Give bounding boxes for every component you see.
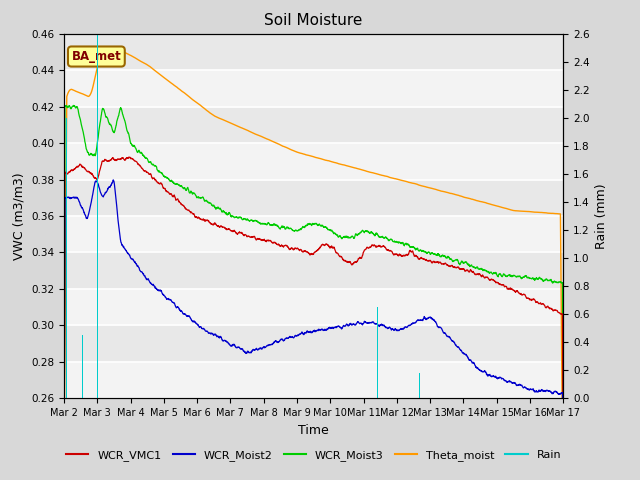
Text: BA_met: BA_met bbox=[72, 50, 121, 63]
Bar bbox=[64, 289, 563, 325]
Bar bbox=[64, 143, 563, 180]
X-axis label: Time: Time bbox=[298, 424, 329, 437]
Y-axis label: VWC (m3/m3): VWC (m3/m3) bbox=[13, 172, 26, 260]
Legend: WCR_VMC1, WCR_Moist2, WCR_Moist3, Theta_moist, Rain: WCR_VMC1, WCR_Moist2, WCR_Moist3, Theta_… bbox=[61, 446, 566, 466]
Title: Soil Moisture: Soil Moisture bbox=[264, 13, 363, 28]
Bar bbox=[64, 362, 563, 398]
Y-axis label: Rain (mm): Rain (mm) bbox=[595, 183, 608, 249]
Bar bbox=[64, 216, 563, 252]
Bar bbox=[64, 70, 563, 107]
